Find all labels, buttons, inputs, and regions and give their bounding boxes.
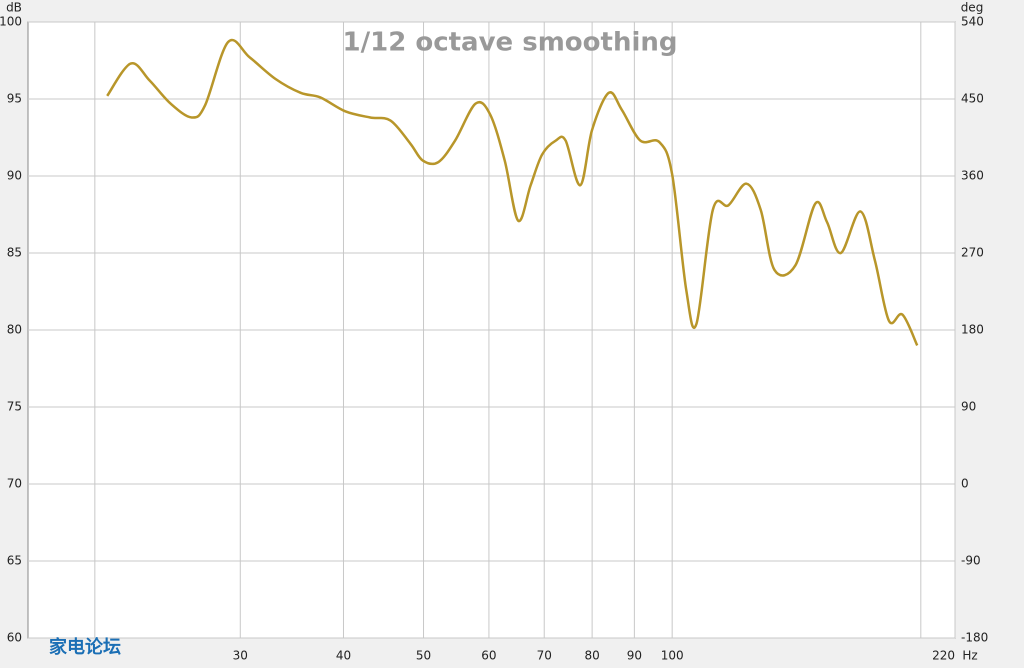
y2-tick-label: -180 <box>961 631 988 645</box>
x-axis-label: Hz <box>962 649 977 663</box>
x-tick-label: 90 <box>627 649 642 663</box>
x-tick-label: 50 <box>416 649 431 663</box>
y2-tick-label: 360 <box>961 169 984 183</box>
y-tick-label: 100 <box>0 15 22 29</box>
x-tick-label: 40 <box>336 649 351 663</box>
y2-tick-label: 270 <box>961 246 984 260</box>
y-tick-label: 65 <box>7 554 22 568</box>
x-tick-label: 70 <box>537 649 552 663</box>
y2-tick-label: 0 <box>961 477 969 491</box>
y-tick-label: 80 <box>7 323 22 337</box>
y2-tick-label: 90 <box>961 400 976 414</box>
y-tick-label: 95 <box>7 92 22 106</box>
y-tick-label: 90 <box>7 169 22 183</box>
y2-axis-label: deg <box>961 1 984 15</box>
x-tick-label: 100 <box>661 649 684 663</box>
y2-tick-label: 540 <box>961 15 984 29</box>
x-tick-label: 80 <box>584 649 599 663</box>
y-tick-label: 70 <box>7 477 22 491</box>
y-axis-label: dB <box>6 1 22 15</box>
y2-tick-label: -90 <box>961 554 981 568</box>
chart-title: 1/12 octave smoothing <box>343 28 678 58</box>
y-tick-label: 85 <box>7 246 22 260</box>
watermark: 家电论坛 <box>49 636 121 658</box>
x-tick-label: 30 <box>233 649 248 663</box>
y-tick-label: 60 <box>7 631 22 645</box>
y2-tick-label: 180 <box>961 323 984 337</box>
response-line <box>106 38 919 346</box>
x-tick-label: 60 <box>481 649 496 663</box>
y2-tick-label: 450 <box>961 92 984 106</box>
x-tick-label: 220 <box>932 649 955 663</box>
y-tick-label: 75 <box>7 400 22 414</box>
